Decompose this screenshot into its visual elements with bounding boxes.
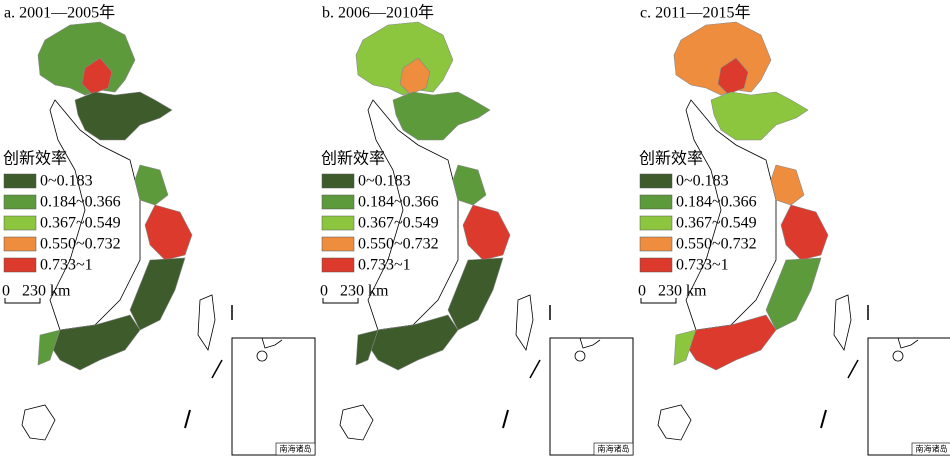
province-fujian <box>447 257 504 331</box>
province-jiangsu <box>452 164 487 206</box>
island-mark <box>184 409 191 429</box>
province-fujian <box>765 257 822 331</box>
panel-title: a. 2001—2005年 <box>4 4 115 22</box>
inset-label: 南海诸岛 <box>598 443 630 453</box>
inset-frame <box>231 337 316 456</box>
province-guangxi <box>355 329 379 366</box>
island-mark <box>820 409 827 429</box>
inset-label-box <box>275 442 316 456</box>
panel-title: c. 2011—2015年 <box>640 4 751 22</box>
inset-frame <box>549 337 634 456</box>
province-zhejiang <box>462 204 511 261</box>
inset-frame <box>867 337 950 456</box>
inset-label: 南海诸岛 <box>916 443 948 453</box>
legend-label: 0.367~0.549 <box>40 215 121 232</box>
legend-label: 0.184~0.366 <box>358 194 439 211</box>
legend-label: 0.367~0.549 <box>358 215 439 232</box>
legend-title: 创新效率 <box>3 150 67 168</box>
province-guangdong <box>685 314 777 371</box>
legend-swatch <box>3 173 37 189</box>
legend-label: 0.733~1 <box>676 257 729 274</box>
legend-label: 0~0.183 <box>40 173 93 190</box>
province-guangdong <box>367 314 459 371</box>
inset-coast <box>897 337 919 349</box>
legend-swatch <box>639 173 673 189</box>
legend-label: 0.733~1 <box>40 257 93 274</box>
taiwan <box>833 294 852 351</box>
legend-swatch <box>3 257 37 273</box>
inset-label-box <box>911 442 950 456</box>
inset-coast <box>261 337 283 349</box>
scale-start: 0 <box>638 283 646 300</box>
scale-start: 0 <box>320 283 328 300</box>
island-mark <box>529 359 541 379</box>
legend-swatch <box>3 215 37 231</box>
legend-swatch <box>321 173 355 189</box>
taiwan <box>515 294 534 351</box>
province-zhejiang <box>144 204 193 261</box>
province-shandong <box>710 91 809 141</box>
legend-swatch <box>639 215 673 231</box>
scale-label: 230 km <box>22 283 71 300</box>
legend-swatch <box>321 215 355 231</box>
province-jiangsu <box>134 164 169 206</box>
legend-label: 0.184~0.366 <box>676 194 757 211</box>
inset-label: 南海诸岛 <box>280 443 312 453</box>
province-cluster <box>717 57 749 95</box>
scale-bar <box>4 298 41 304</box>
scale-label: 230 km <box>658 283 707 300</box>
province-shandong <box>74 91 173 141</box>
inset-island <box>256 350 268 362</box>
legend-label: 0.367~0.549 <box>676 215 757 232</box>
province-guangxi <box>37 329 61 366</box>
scale-start: 0 <box>2 283 10 300</box>
island-mark <box>847 359 859 379</box>
hainan <box>657 404 692 441</box>
inset-island <box>574 350 586 362</box>
scale-bar <box>640 298 677 304</box>
legend-swatch <box>3 194 37 210</box>
province-shandong <box>392 91 491 141</box>
province-zhejiang <box>780 204 829 261</box>
inset-island <box>892 350 904 362</box>
legend-label: 0~0.183 <box>676 173 729 190</box>
hainan <box>339 404 374 441</box>
legend-label: 0.550~0.732 <box>358 236 439 253</box>
island-mark <box>502 409 509 429</box>
legend-swatch <box>321 257 355 273</box>
legend-label: 0.733~1 <box>358 257 411 274</box>
legend-swatch <box>321 194 355 210</box>
island-mark <box>211 359 223 379</box>
legend-label: 0.550~0.732 <box>676 236 757 253</box>
legend-label: 0.184~0.366 <box>40 194 121 211</box>
inset-coast <box>579 337 601 349</box>
scale-label: 230 km <box>340 283 389 300</box>
scale-bar <box>322 298 359 304</box>
legend-title: 创新效率 <box>639 150 703 168</box>
legend-title: 创新效率 <box>321 150 385 168</box>
legend-swatch <box>639 257 673 273</box>
province-guangxi <box>673 329 697 366</box>
province-jiangsu <box>770 164 805 206</box>
legend-swatch <box>3 236 37 252</box>
legend-swatch <box>639 236 673 252</box>
legend-swatch <box>639 194 673 210</box>
inset-label-box <box>593 442 634 456</box>
hainan <box>21 404 56 441</box>
province-cluster <box>81 57 113 95</box>
legend-label: 0~0.183 <box>358 173 411 190</box>
legend-label: 0.550~0.732 <box>40 236 121 253</box>
taiwan <box>197 294 216 351</box>
province-guangdong <box>49 314 141 371</box>
province-fujian <box>129 257 186 331</box>
legend-swatch <box>321 236 355 252</box>
panel-title: b. 2006—2010年 <box>322 4 434 22</box>
province-cluster <box>399 57 431 95</box>
